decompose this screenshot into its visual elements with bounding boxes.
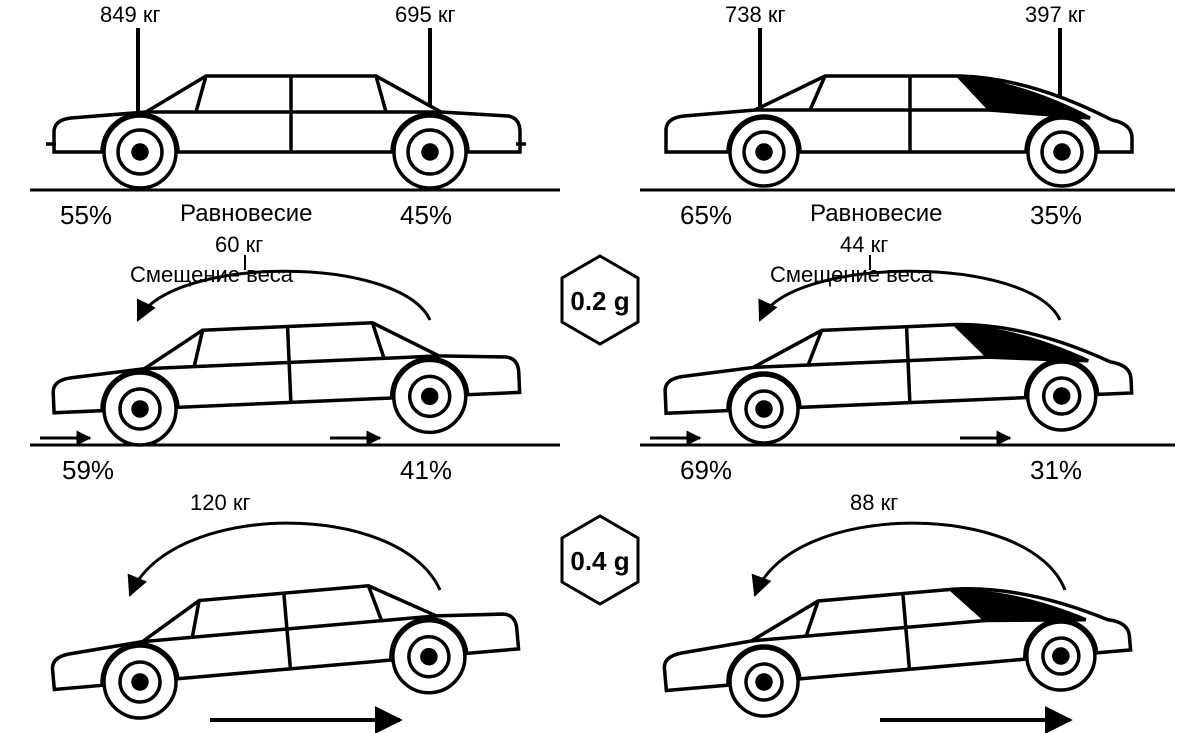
r0-right-front-pct: 65% xyxy=(680,200,732,231)
r0-left-state: Равновесие xyxy=(180,200,313,228)
r0-right-state: Равновесие xyxy=(810,200,943,228)
r0-left-rear-kg: 695 кг xyxy=(395,2,456,28)
r0-right-rear-kg: 397 кг xyxy=(1025,2,1086,28)
r1-left-rear-pct: 41% xyxy=(400,455,452,486)
r2-left-shift-kg: 120 кг xyxy=(190,490,251,516)
car-coupe-row0 xyxy=(660,60,1140,190)
car-coupe-row2 xyxy=(652,558,1142,729)
hex-label-04g: 0.4 g xyxy=(560,546,640,577)
r0-left-rear-pct: 45% xyxy=(400,200,452,231)
r1-right-front-pct: 69% xyxy=(680,455,732,486)
car-sedan-row0 xyxy=(46,60,526,190)
r0-left-front-pct: 55% xyxy=(60,200,112,231)
r1-left-front-pct: 59% xyxy=(62,455,114,486)
r0-right-front-kg: 738 кг xyxy=(725,2,786,28)
car-sedan-row1 xyxy=(42,300,527,451)
r1-right-shift-lbl: Смещение веса xyxy=(770,262,933,288)
r2-right-shift-kg: 88 кг xyxy=(850,490,898,516)
diagram-canvas: 849 кг 695 кг 738 кг 397 кг 55% Равновес… xyxy=(0,0,1200,733)
car-sedan-row2 xyxy=(38,557,528,728)
hex-label-02g: 0.2 g xyxy=(560,286,640,317)
car-coupe-row1 xyxy=(656,301,1141,452)
r0-right-rear-pct: 35% xyxy=(1030,200,1082,231)
r1-right-rear-pct: 31% xyxy=(1030,455,1082,486)
r0-left-front-kg: 849 кг xyxy=(100,2,161,28)
r1-right-shift-kg: 44 кг xyxy=(840,232,888,258)
r1-left-shift-lbl: Смещение веса xyxy=(130,262,293,288)
r1-left-shift-kg: 60 кг xyxy=(215,232,263,258)
